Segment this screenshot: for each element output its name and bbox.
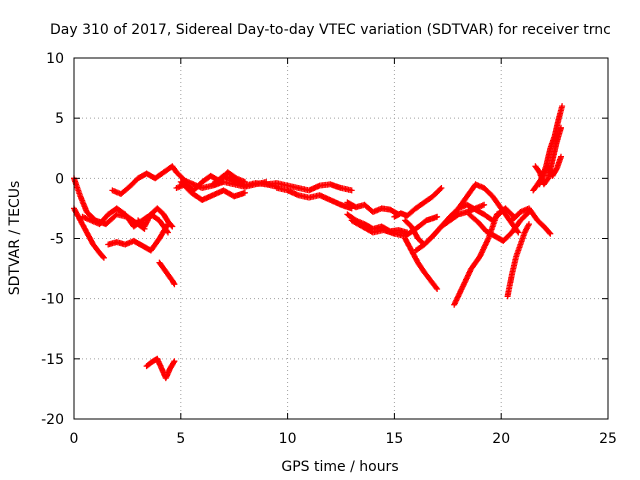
series-arc-z	[508, 205, 554, 237]
chart-title: Day 310 of 2017, Sidereal Day-to-day VTE…	[50, 22, 611, 38]
series-arc-u	[402, 235, 441, 292]
series-arc-m	[263, 180, 355, 194]
series-arc-ac	[536, 153, 564, 188]
series-markers	[105, 221, 171, 254]
series-markers	[109, 163, 180, 197]
series-markers	[508, 205, 554, 237]
x-tick-label: 20	[492, 431, 510, 447]
x-tick-label: 15	[385, 431, 403, 447]
series-markers	[156, 259, 178, 288]
x-axis-label: GPS time / hours	[281, 459, 398, 475]
y-tick-label: 0	[55, 171, 64, 187]
series-arc-g	[156, 259, 178, 288]
series-markers	[504, 221, 532, 300]
y-tick-label: -5	[50, 232, 64, 248]
series-markers	[455, 181, 522, 236]
series-arc-d	[109, 163, 180, 197]
series-arc-y	[504, 221, 532, 300]
data-series	[71, 103, 566, 382]
series-markers	[143, 355, 178, 382]
series-arc-o	[344, 199, 402, 218]
series-arc-q	[348, 213, 441, 240]
x-tick-label: 0	[70, 431, 79, 447]
x-tick-label: 25	[599, 431, 617, 447]
y-tick-label: 10	[46, 51, 64, 67]
series-markers	[391, 185, 445, 220]
series-arc-w	[455, 181, 522, 236]
series-arc-k	[177, 178, 248, 203]
series-arc-r	[391, 185, 445, 220]
y-tick-label: -15	[41, 352, 64, 368]
series-arc-x	[466, 209, 532, 244]
series-markers	[273, 185, 355, 212]
axis-ticks: 0 5 10 15 20 25 10 5 0 -5 -10 -15 -20	[41, 51, 617, 447]
series-markers	[536, 153, 564, 188]
series-arc-h	[143, 355, 178, 382]
series-markers	[263, 180, 355, 194]
y-tick-label: -20	[41, 412, 64, 428]
series-markers	[344, 199, 402, 218]
y-tick-label: 5	[55, 111, 64, 127]
grid	[74, 58, 608, 419]
series-arc-e	[105, 221, 171, 254]
series-markers	[177, 178, 248, 203]
series-markers	[348, 213, 441, 240]
series-markers	[402, 235, 441, 292]
series-arc-f	[135, 205, 176, 230]
y-tick-label: -10	[41, 292, 64, 308]
y-axis-label: SDTVAR / TECUs	[7, 181, 23, 296]
x-tick-label: 5	[176, 431, 185, 447]
series-markers	[135, 205, 176, 230]
x-tick-label: 10	[279, 431, 297, 447]
series-markers	[466, 209, 532, 244]
series-arc-n	[273, 185, 355, 212]
